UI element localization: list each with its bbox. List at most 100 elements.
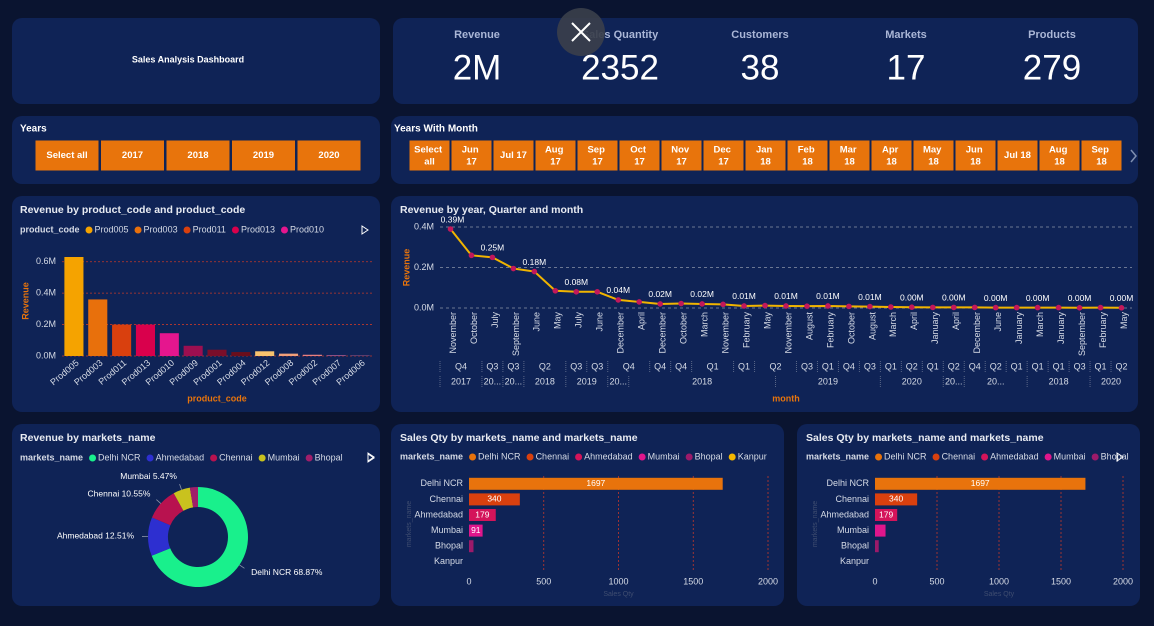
x-tick-label: November <box>783 312 793 354</box>
line-marker <box>1118 304 1125 311</box>
more-options[interactable] <box>367 452 375 462</box>
quarter-label: Q1 <box>1095 361 1107 371</box>
slicer-button[interactable] <box>828 139 871 172</box>
data-label: Delhi NCR 68.87% <box>251 567 323 577</box>
quarter-label: Q1 <box>927 361 939 371</box>
x-tick-label: June <box>595 312 605 332</box>
legend-marker <box>875 453 883 461</box>
slicer-button-label: Jun 17 <box>462 144 482 167</box>
legend-label: Delhi NCR <box>884 451 927 461</box>
leader-line <box>179 483 182 490</box>
legend-label: Prod011 <box>193 224 226 234</box>
panel <box>797 424 1140 606</box>
quarter-label: Q3 <box>801 361 813 371</box>
x-tick-label: January <box>1014 312 1024 345</box>
x-tick-label: January <box>930 312 940 345</box>
x-tick-label: August <box>804 312 814 341</box>
legend-label: Prod005 <box>95 224 129 234</box>
slicer-button-label: Feb 18 <box>798 144 818 167</box>
line-marker <box>929 304 936 311</box>
data-label: 0.01M <box>732 291 756 301</box>
line-marker <box>552 287 559 294</box>
x-tick-label: March <box>699 312 709 337</box>
slicer-button[interactable] <box>702 139 745 172</box>
x-tick-label: 1000 <box>608 576 628 586</box>
line-marker <box>950 304 957 311</box>
donut-slice <box>151 487 248 587</box>
y-axis-title: Revenue <box>401 249 411 287</box>
line-marker <box>720 301 726 308</box>
slicer-button[interactable] <box>231 139 296 172</box>
quarter-label: Q4 <box>455 361 467 371</box>
x-tick-label: 2000 <box>758 576 778 586</box>
year-label: 2020 <box>902 376 922 386</box>
data-label: 0.01M <box>816 291 840 301</box>
quarter-label: Q1 <box>707 361 719 371</box>
legend-label: Ahmedabad <box>584 451 633 461</box>
donut-slice <box>189 487 198 508</box>
quarter-label: Q4 <box>654 361 666 371</box>
chart-title: Revenue by markets_name <box>20 432 156 444</box>
slicer-button[interactable] <box>744 139 787 172</box>
legend-title: markets_name <box>20 452 83 462</box>
kpi-value: 279 <box>1023 48 1081 87</box>
slicer-button[interactable] <box>165 139 231 172</box>
slicer-button[interactable] <box>408 139 451 172</box>
x-tick-label: 1500 <box>1051 576 1071 586</box>
quarter-label: Q3 <box>1074 361 1086 371</box>
x-tick-label: September <box>1077 312 1087 356</box>
y-tick-label: 0.4M <box>36 288 56 298</box>
slicer-button[interactable] <box>576 139 619 172</box>
legend-label: Bhopal <box>695 451 723 461</box>
x-tick-label: 0 <box>466 576 471 586</box>
slicer-button[interactable] <box>1080 139 1123 172</box>
more-options[interactable] <box>361 225 369 235</box>
bar <box>326 355 346 356</box>
legend-label: Mumbai <box>1054 451 1086 461</box>
scroll-arrow[interactable] <box>1130 149 1137 163</box>
slicer-button[interactable] <box>660 139 703 172</box>
leader-line <box>156 499 162 504</box>
data-label: 0.02M <box>690 289 714 299</box>
slicer-button-label: Sep 17 <box>587 144 607 167</box>
legend-label: Prod013 <box>241 224 275 234</box>
x-axis-title: Sales Qty <box>603 591 634 598</box>
slicer-button[interactable] <box>534 139 577 172</box>
slicer-button[interactable] <box>786 139 829 172</box>
x-tick-label: October <box>679 312 689 344</box>
y-tick-label: Chennai <box>429 494 463 504</box>
kpi-value: 2352 <box>581 48 659 87</box>
data-label: 0.01M <box>774 291 798 301</box>
slicer-button[interactable] <box>296 139 362 172</box>
line-marker <box>594 289 601 295</box>
slicer-button[interactable] <box>450 139 493 172</box>
x-tick-label: 2000 <box>1113 576 1133 586</box>
slicer-button[interactable] <box>618 139 661 172</box>
quarter-label: Q2 <box>990 361 1002 371</box>
legend-marker <box>981 453 989 461</box>
slicer-button[interactable] <box>996 139 1039 172</box>
year-label: 2019 <box>577 376 597 386</box>
legend-label: Mumbai <box>268 452 300 462</box>
slicer-button[interactable] <box>870 139 913 172</box>
legend-marker <box>1091 453 1099 461</box>
x-axis-title: product_code <box>187 393 247 403</box>
slicer-button[interactable] <box>34 139 100 172</box>
line-marker <box>909 304 915 310</box>
y-tick-label: Chennai <box>835 494 869 504</box>
slicer-button[interactable] <box>100 139 165 172</box>
data-label: 0.01M <box>858 292 882 302</box>
donut-slice <box>148 517 171 556</box>
line-marker <box>573 289 580 295</box>
more-options[interactable] <box>1116 452 1124 462</box>
bar <box>469 477 723 490</box>
slicer-button[interactable] <box>912 139 955 172</box>
slicer-button[interactable] <box>954 139 997 172</box>
line-marker <box>489 254 496 261</box>
slicer-button[interactable] <box>492 139 535 172</box>
bar <box>159 333 179 356</box>
slicer-button[interactable] <box>1038 139 1081 172</box>
panel <box>391 424 784 606</box>
donut-slice <box>151 493 184 526</box>
